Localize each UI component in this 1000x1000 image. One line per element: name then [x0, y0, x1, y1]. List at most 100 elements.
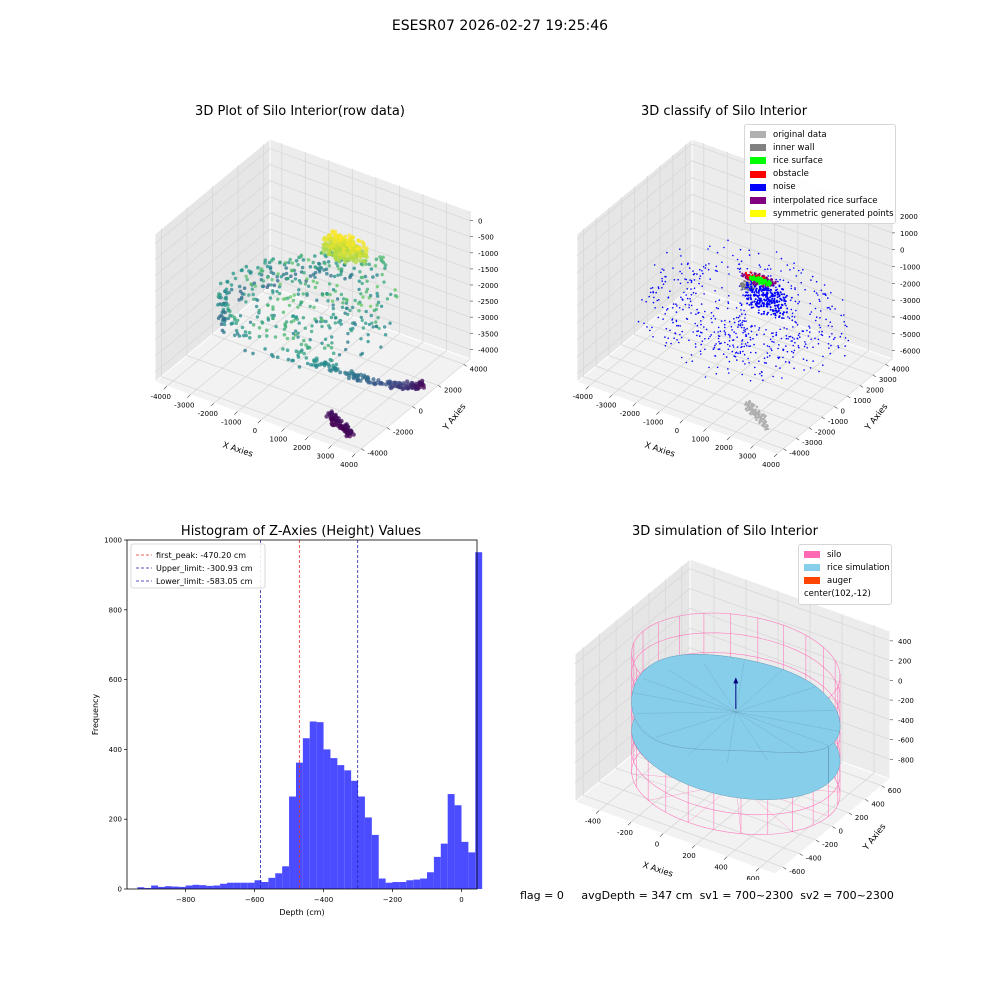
plot4-rice-mesh — [735, 711, 804, 755]
plot2-interp-point — [770, 278, 774, 281]
plot2-legend-swatch — [750, 144, 766, 152]
plot2-noise-point — [780, 303, 783, 306]
plot2-noise-point — [690, 288, 692, 290]
plot3-histogram: −800 −600 −400 −200 0 0 200 400 600 800 1000 Depth … — [91, 537, 483, 917]
plot2-noise-point — [798, 346, 800, 349]
plot2-noise-point — [736, 346, 739, 348]
plot1-data-point — [344, 297, 349, 302]
plot1-data-point — [291, 358, 295, 363]
plot4-legend: silo rice simulation auger center(102,-12) — [798, 544, 892, 605]
plot4-title: 3D simulation of Silo Interior — [632, 524, 818, 539]
plot1-data-point — [336, 416, 341, 421]
plot1-data-point — [338, 235, 343, 239]
plot1-data-point — [364, 309, 368, 314]
plot2-noise-point — [745, 320, 747, 322]
plot2-noise-point — [687, 262, 689, 264]
plot1-data-point — [297, 321, 301, 325]
plot2-ytick-label: 0 — [841, 408, 845, 416]
plot2-noise-point — [757, 292, 760, 294]
plot4-xtick — [659, 833, 664, 837]
plot1-data-point — [289, 320, 293, 324]
plot2-noise-point — [790, 287, 793, 290]
plot1-data-point — [296, 292, 300, 296]
plot2-noise-point — [664, 336, 666, 338]
plot1-data-point — [270, 352, 274, 357]
plot2-noise-point — [750, 326, 752, 328]
plot3-bar — [158, 886, 165, 889]
plot3-bar — [164, 886, 172, 889]
plot1-data-point — [265, 334, 269, 338]
plot3-xtick-label: −600 — [245, 896, 264, 904]
plot1-data-point — [325, 271, 329, 276]
plot2-noise-point — [812, 346, 814, 348]
plot1-ztick-label: -1500 — [478, 266, 498, 274]
plot2-noise-point — [723, 323, 726, 326]
plot2-noise-point — [762, 292, 765, 294]
plot2-noise-point — [737, 352, 739, 355]
plot2-grid-x — [729, 194, 846, 438]
plot1-data-point — [308, 265, 313, 269]
plot1-data-point — [360, 263, 365, 267]
plot2-grid-y — [685, 144, 886, 365]
plot2-original-point — [760, 414, 764, 418]
plot2-noise-point — [769, 306, 772, 309]
plot1-data-point — [372, 308, 376, 313]
plot2-noise-point — [758, 309, 760, 312]
plot2-noise-point — [744, 317, 746, 319]
plot1-data-point — [306, 284, 311, 288]
plot1-grid-z — [154, 228, 471, 325]
plot2-noise-point — [732, 254, 734, 257]
plot2-noise-point — [750, 351, 752, 354]
plot2-noise-point — [792, 267, 795, 269]
plot2-legend-entry: noise — [750, 181, 890, 194]
plot1-data-point — [391, 380, 396, 385]
plot2-original-point — [762, 417, 766, 421]
plot2-noise-point — [700, 320, 702, 322]
figure-suptitle: ESESR07 2026-02-27 19:25:46 — [391, 18, 609, 34]
plot2-noise-point — [651, 286, 654, 289]
plot2-noise-point — [756, 295, 759, 298]
plot2-noise-point — [815, 292, 818, 294]
plot2-noise-point — [783, 317, 785, 319]
plot1-data-point — [284, 266, 288, 270]
plot2-noise-point — [789, 269, 791, 271]
plot1-data-point — [284, 271, 289, 276]
plot2-noise-point — [646, 326, 648, 328]
plot1-data-point — [403, 385, 408, 390]
plot1-data-point — [305, 361, 310, 366]
plot2-noise-point — [731, 329, 733, 331]
plot2-noise-point — [779, 291, 782, 294]
plot1-data-point — [333, 232, 338, 237]
plot2-noise-point — [809, 302, 811, 305]
plot1-data-point — [359, 315, 363, 320]
plot2-noise-point — [775, 289, 777, 292]
plot2-noise-point — [672, 321, 674, 324]
plot1-data-point — [379, 345, 383, 349]
plot2-noise-point — [780, 257, 783, 260]
plot2-noise-point — [772, 335, 774, 338]
plot3-legend-label: first_peak: -470.20 cm — [156, 551, 246, 560]
plot1-data-point — [234, 321, 238, 325]
plot2-noise-point — [803, 345, 806, 348]
plot2-noise-point — [790, 308, 793, 311]
plot1-data-point — [260, 321, 265, 325]
plot2-noise-point — [785, 304, 787, 307]
plot1-data-point — [346, 340, 350, 344]
plot2-noise-point — [777, 280, 779, 283]
plot2-grid-x — [776, 211, 893, 455]
plot1-data-point — [313, 270, 318, 275]
plot2-inner-wall-point — [743, 286, 746, 289]
plot2-noise-point — [834, 336, 836, 339]
plot2-noise-point — [714, 355, 716, 357]
plot1-data-point — [347, 258, 352, 262]
plot1-ytick-label: -2000 — [393, 429, 413, 437]
plot2-noise-point — [790, 285, 793, 287]
plot2-noise-point — [806, 347, 808, 349]
plot2-interp-point — [758, 272, 761, 276]
plot1-data-point — [240, 325, 245, 330]
plot2-noise-point — [772, 312, 775, 315]
plot2-noise-point — [723, 246, 725, 249]
plot1-data-point — [330, 299, 335, 303]
plot2-noise-point — [693, 287, 696, 289]
plot2-obstacle-point — [746, 276, 749, 279]
